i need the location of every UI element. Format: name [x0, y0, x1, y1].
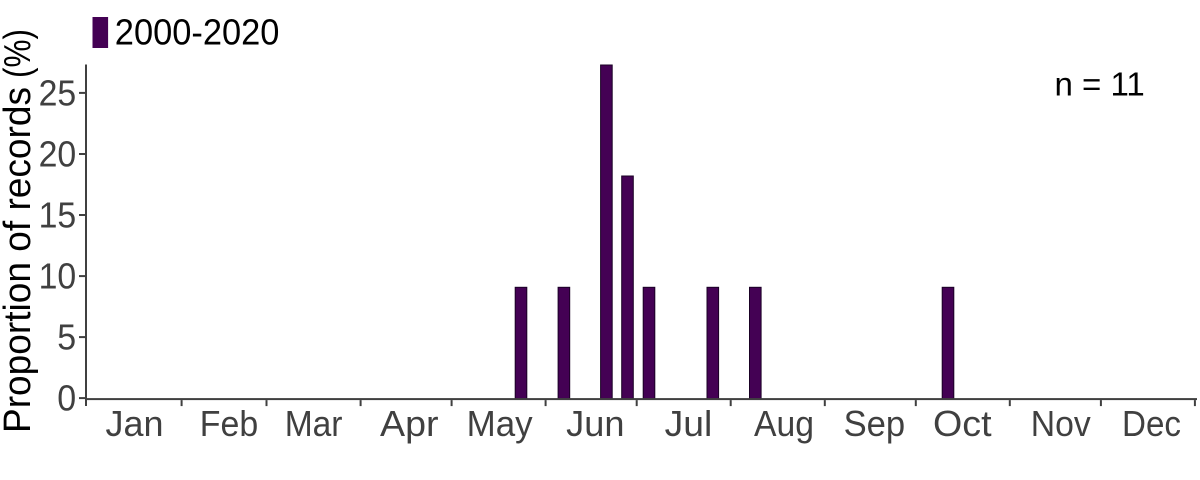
svg-text:Dec: Dec	[1122, 403, 1181, 444]
svg-text:Jun: Jun	[566, 403, 624, 444]
svg-text:Jan: Jan	[106, 403, 164, 444]
svg-text:25: 25	[39, 73, 77, 114]
svg-text:15: 15	[39, 195, 77, 236]
svg-text:May: May	[467, 403, 533, 444]
svg-text:0: 0	[57, 378, 76, 419]
svg-text:n = 11: n = 11	[1055, 66, 1145, 103]
svg-text:(%): (%)	[0, 29, 39, 78]
svg-text:20: 20	[39, 134, 77, 175]
svg-text:5: 5	[57, 317, 76, 358]
svg-text:10: 10	[39, 256, 77, 297]
svg-text:Mar: Mar	[285, 403, 343, 444]
svg-text:Nov: Nov	[1031, 403, 1091, 444]
svg-text:2000-2020: 2000-2020	[115, 11, 280, 52]
svg-text:Feb: Feb	[200, 403, 258, 444]
svg-text:Proportion of records: Proportion of records	[0, 87, 39, 433]
svg-text:Apr: Apr	[380, 403, 439, 444]
svg-text:Jul: Jul	[665, 403, 713, 444]
svg-text:Oct: Oct	[933, 403, 992, 444]
svg-text:Aug: Aug	[754, 403, 814, 444]
svg-text:Sep: Sep	[844, 403, 906, 444]
